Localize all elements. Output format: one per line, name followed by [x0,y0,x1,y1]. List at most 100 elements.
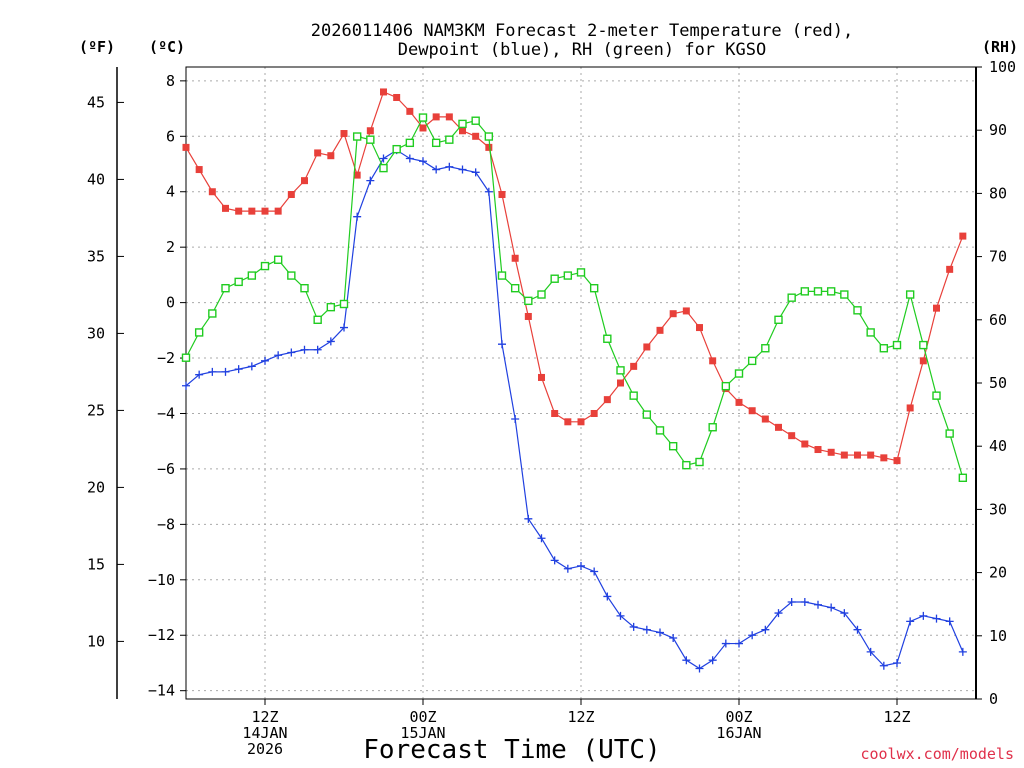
data-point [853,306,862,315]
data-point [576,268,586,277]
data-point [866,647,875,656]
data-point [498,191,506,199]
fahrenheit-tick-label: 30 [87,324,105,342]
data-point [511,415,520,424]
data-point [235,207,243,215]
series-line [185,91,964,462]
data-point [195,370,204,379]
data-point [590,567,599,576]
series-line [185,149,964,670]
x-tick-label: 00Z [409,708,436,726]
data-point [182,143,190,151]
celsius-tick-label: −8 [157,515,175,533]
data-point [563,271,573,280]
data-point [458,119,467,129]
data-point [432,113,440,121]
data-point [735,639,743,648]
celsius-tick-label: 8 [166,72,175,90]
data-point [392,144,401,154]
data-point [590,409,598,417]
data-point [840,451,848,459]
celsius-tick-label: −14 [148,682,175,700]
celsius-tick-label: −10 [148,571,175,589]
data-point [537,534,546,543]
fahrenheit-tick-label: 40 [87,170,105,188]
data-point [287,348,296,357]
data-point [945,429,954,438]
rh-tick-label: 50 [989,374,1007,392]
rh-tick-label: 10 [989,627,1007,645]
data-point [221,367,230,376]
data-point [945,617,954,626]
data-point [656,326,664,334]
data-point [827,603,836,612]
data-point [340,323,348,332]
data-point [827,448,835,456]
data-point [866,328,875,337]
rh-tick-label: 0 [989,690,998,708]
celsius-tick-label: 6 [166,127,175,145]
data-point [195,166,203,174]
data-point [879,661,888,670]
x-tick-label: 16JAN [716,724,761,742]
data-point [696,324,703,332]
data-point [629,391,638,400]
data-point [748,631,757,640]
data-point [879,344,889,353]
data-point [484,132,494,141]
series-dewpoint [182,146,967,673]
rh-tick-label: 30 [989,500,1007,518]
celsius-tick-label: −4 [157,404,175,422]
celsius-tick-label: 0 [166,294,175,312]
chart-title-line-2: Dewpoint (blue), RH (green) for KGSO [398,40,766,60]
data-point [221,284,230,293]
data-point [563,564,572,573]
data-point [314,149,322,157]
data-point [893,658,901,667]
data-point [300,345,309,354]
celsius-tick-label: 4 [166,183,175,201]
data-point [932,614,941,623]
data-point [445,162,454,171]
data-series [181,88,968,673]
data-point [669,634,678,643]
celsius-tick-label: −6 [157,460,175,478]
data-point [709,357,717,365]
data-point [735,398,743,406]
data-point [234,277,243,287]
data-point [510,284,520,293]
rh-unit-label: (RH) [982,38,1018,56]
data-point [946,265,954,273]
data-point [761,625,770,634]
data-point [800,597,809,606]
data-point [419,124,427,132]
series-rh [181,113,968,482]
x-tick-label: 15JAN [400,724,445,742]
rh-tick-label: 70 [989,248,1007,266]
fahrenheit-tick-label: 15 [87,555,105,573]
data-point [274,207,282,215]
data-point [564,418,572,426]
data-point [747,356,757,366]
data-point [814,446,822,454]
data-point [617,379,624,387]
data-point [234,365,243,374]
data-point [668,442,678,451]
data-point [287,271,296,280]
data-point [642,410,652,419]
data-point [919,340,928,350]
data-point [682,307,690,315]
data-point [326,337,335,346]
data-point [194,328,204,337]
data-point [682,460,691,470]
data-point [208,309,217,318]
data-point [577,418,585,426]
data-point [551,409,559,417]
data-point [366,127,374,135]
rh-tick-label: 20 [989,564,1007,582]
x-tick-label: 14JAN [242,724,287,742]
data-point [301,177,308,185]
data-point [261,356,269,365]
data-point [853,625,862,634]
data-point [247,271,257,280]
